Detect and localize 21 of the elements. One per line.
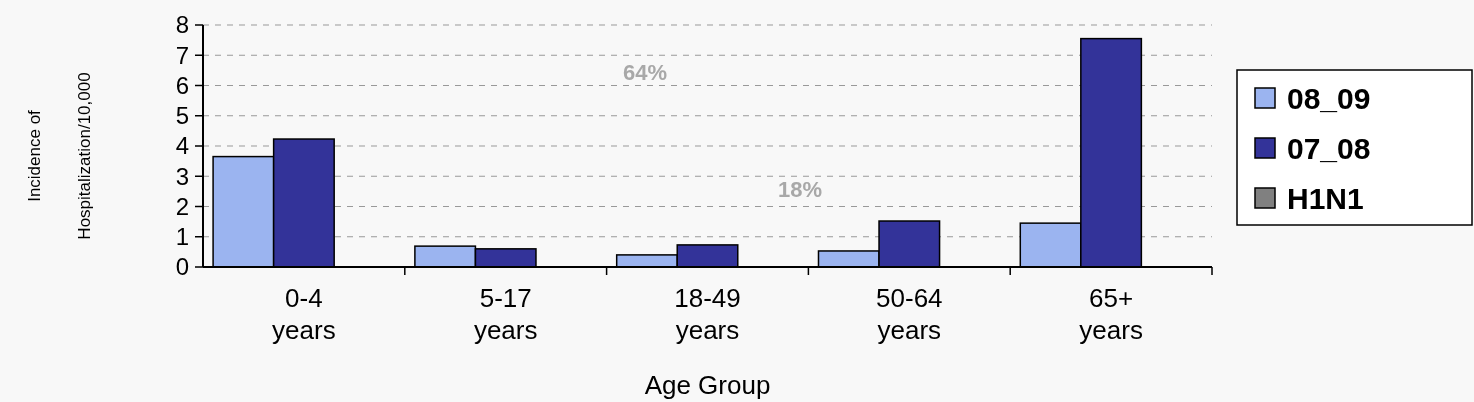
legend-label: 08_09	[1287, 81, 1371, 115]
x-tick-label: 5-17 years	[473, 283, 538, 345]
x-tick-label: 18-49 years	[674, 283, 741, 345]
legend-label: 07_08	[1287, 131, 1371, 165]
x-tick-label: 0-4 years	[272, 283, 336, 345]
y-tick-label: 6	[175, 71, 189, 99]
annotation: 18%	[777, 177, 823, 202]
x-axis-title: Age Group	[644, 370, 771, 400]
x-tick-label: 65+ years	[1079, 283, 1143, 345]
y-tick-label: 3	[175, 162, 189, 190]
y-tick-label: 7	[175, 41, 189, 69]
y-tick-label: 8	[175, 11, 189, 39]
x-tick-label: 50-64 years	[876, 283, 943, 345]
y-tick-label: 4	[175, 132, 189, 160]
y-tick-label: 0	[175, 253, 189, 281]
y-tick-label: 2	[175, 192, 189, 220]
text: Incidence of Hospitalization/10,000	[25, 72, 94, 240]
legend-label: H1N1	[1287, 181, 1364, 215]
y-tick-label: 5	[175, 102, 189, 130]
annotation: 64%	[622, 60, 668, 85]
y-tick-label: 1	[175, 223, 189, 251]
